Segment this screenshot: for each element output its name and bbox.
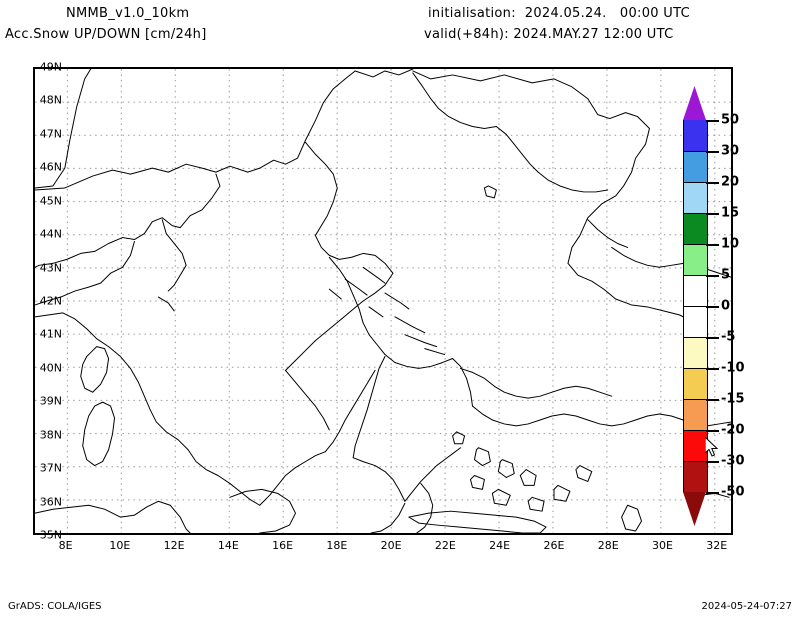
lon-tick-label: 10E	[109, 539, 131, 552]
colorbar-tick	[706, 213, 719, 215]
colorbar-band	[684, 306, 707, 337]
lat-tick-label: 38N	[39, 428, 62, 442]
gridlines	[35, 69, 731, 533]
valid-time: valid(+84h): 2024.MAY.27 12:00 UTC	[424, 27, 674, 42]
colorbar-tick	[706, 151, 719, 153]
footer-credit: GrADS: COLA/IGES	[8, 601, 102, 612]
lat-tick-label: 35N	[39, 528, 62, 542]
colorbar-cap-bottom	[683, 492, 706, 526]
colorbar-tick	[706, 306, 719, 308]
lon-tick-label: 18E	[326, 539, 348, 552]
lon-tick-label: 32E	[706, 539, 728, 552]
colorbar-band	[684, 368, 707, 399]
lon-tick-label: 28E	[597, 539, 619, 552]
lat-tick-label: 42N	[39, 294, 62, 308]
colorbar-tick	[706, 368, 719, 370]
coastline-overlay	[35, 69, 731, 533]
colorbar-tick-label: 20	[721, 174, 740, 190]
lat-tick-label: 41N	[39, 327, 62, 341]
lon-tick-label: 30E	[651, 539, 673, 552]
lat-tick-label: 48N	[39, 93, 62, 107]
map-plot-area[interactable]	[33, 67, 733, 535]
colorbar-tick-label: -5	[721, 329, 736, 345]
lat-tick-label: 44N	[39, 227, 62, 241]
lon-tick-label: 26E	[543, 539, 565, 552]
colorbar-tick-label: -20	[721, 422, 745, 438]
colorbar-tick-label: -50	[721, 484, 745, 500]
lat-tick-label: 36N	[39, 495, 62, 509]
colorbar-tick	[706, 461, 719, 463]
colorbar-band	[684, 461, 707, 492]
lat-tick-label: 37N	[39, 461, 62, 475]
colorbar-tick-label: 0	[721, 298, 731, 314]
lat-tick-label: 45N	[39, 194, 62, 208]
colorbar-tick	[706, 182, 719, 184]
colorbar-band	[684, 213, 707, 244]
mouse-pointer-icon	[705, 437, 719, 457]
colorbar-tick	[706, 120, 719, 122]
field-title: n Acc.Snow UP/DOWN [cm/24h]	[0, 27, 207, 42]
lon-tick-label: 14E	[217, 539, 239, 552]
colorbar-bands	[683, 120, 708, 492]
initialisation-time: initialisation: 2024.05.24. 00:00 UTC	[428, 6, 690, 21]
colorbar-tick-label: -30	[721, 453, 745, 469]
colorbar-tick	[706, 275, 719, 277]
colorbar-tick-label: -10	[721, 360, 745, 376]
colorbar-tick-label: -15	[721, 391, 745, 407]
lon-tick-label: 24E	[489, 539, 511, 552]
lat-tick-label: 40N	[39, 361, 62, 375]
colorbar-band	[684, 430, 707, 461]
colorbar-band	[684, 182, 707, 213]
colorbar-band	[684, 337, 707, 368]
colorbar-tick	[706, 492, 719, 494]
lon-tick-label: 8E	[58, 539, 73, 552]
model-title: NMMB_v1.0_10km	[66, 6, 190, 21]
lat-tick-label: 46N	[39, 160, 62, 174]
colorbar-band	[684, 275, 707, 306]
colorbar-tick-label: 5	[721, 267, 731, 283]
lat-tick-label: 43N	[39, 261, 62, 275]
colorbar-tick-label: 10	[721, 236, 740, 252]
lon-tick-label: 20E	[380, 539, 402, 552]
colorbar[interactable]: 50 30 20 15 10 5 0 -5 -10 -15 -20 -30 -50	[683, 86, 745, 526]
colorbar-tick-label: 30	[721, 143, 740, 159]
colorbar-band	[684, 151, 707, 182]
lat-tick-label: 39N	[39, 394, 62, 408]
colorbar-tick-label: 50	[721, 112, 740, 128]
colorbar-band	[684, 120, 707, 151]
colorbar-tick	[706, 399, 719, 401]
colorbar-cap-top	[683, 86, 706, 120]
colorbar-band	[684, 244, 707, 275]
lat-tick-label: 47N	[39, 127, 62, 141]
lon-tick-label: 12E	[163, 539, 185, 552]
footer-timestamp: 2024-05-24-07:27	[701, 601, 792, 612]
colorbar-band	[684, 399, 707, 430]
colorbar-tick	[706, 337, 719, 339]
lon-tick-label: 22E	[434, 539, 456, 552]
colorbar-tick	[706, 430, 719, 432]
colorbar-tick-label: 15	[721, 205, 740, 221]
lat-tick-label: 49N	[39, 60, 62, 74]
colorbar-tick	[706, 244, 719, 246]
lon-tick-label: 16E	[272, 539, 294, 552]
